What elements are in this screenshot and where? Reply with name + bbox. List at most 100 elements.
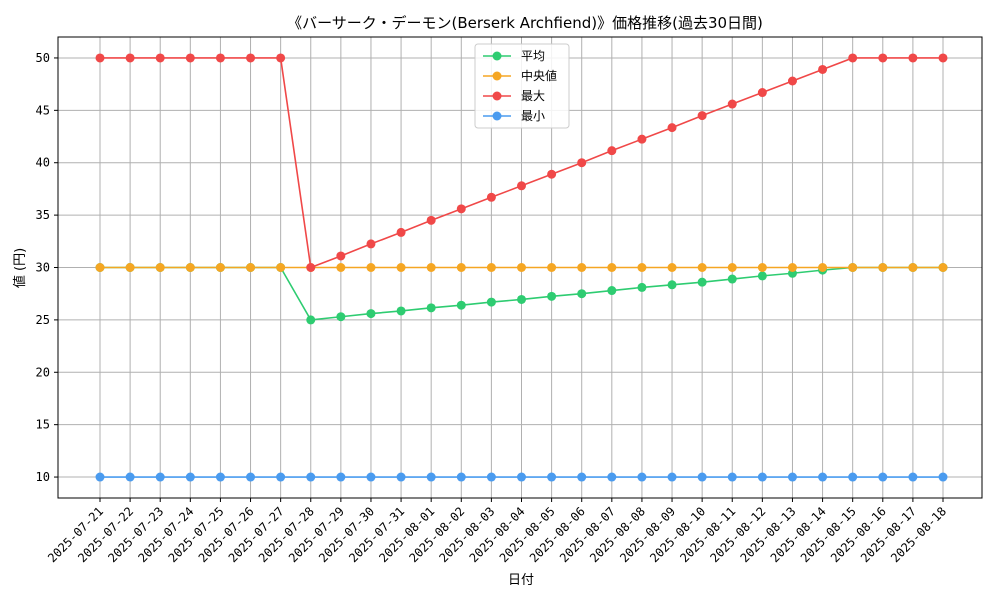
data-point <box>938 472 948 482</box>
data-point <box>125 53 135 63</box>
data-point <box>607 472 617 482</box>
data-point <box>547 263 557 272</box>
data-point <box>125 472 135 482</box>
data-point <box>878 472 888 482</box>
data-point <box>757 263 767 272</box>
data-point <box>667 472 677 482</box>
data-point <box>396 227 406 237</box>
y-tick-label: 15 <box>36 418 50 432</box>
chart-title: 《バーサーク・デーモン(Berserk Archfiend)》価格推移(過去30… <box>287 14 763 32</box>
data-point <box>336 312 346 322</box>
data-point <box>577 263 587 272</box>
y-axis-title: 値 (円) <box>12 248 28 288</box>
legend-marker <box>492 71 502 81</box>
data-point <box>637 134 647 144</box>
legend-item: 中央値 <box>483 68 557 83</box>
legend-label: 平均 <box>521 49 545 63</box>
data-point <box>637 472 647 482</box>
data-point <box>125 263 135 272</box>
x-axis-title: 日付 <box>508 573 534 588</box>
data-point <box>908 263 918 272</box>
data-point <box>426 472 436 482</box>
data-point <box>426 215 436 225</box>
data-point <box>697 263 707 272</box>
legend-item: 最小 <box>483 109 545 123</box>
series-group <box>95 53 948 482</box>
legend-item: 平均 <box>483 49 545 63</box>
y-tick-label: 45 <box>36 103 50 117</box>
data-point <box>456 300 466 310</box>
y-tick-label: 35 <box>36 208 50 222</box>
data-point <box>95 53 105 63</box>
data-point <box>456 263 466 272</box>
legend-label: 最小 <box>521 109 545 123</box>
data-point <box>215 263 225 272</box>
series-1 <box>95 263 948 272</box>
data-point <box>155 53 165 63</box>
data-point <box>517 472 526 482</box>
data-point <box>938 53 948 63</box>
data-point <box>486 472 496 482</box>
data-point <box>517 294 526 304</box>
data-point <box>818 263 828 272</box>
data-point <box>787 76 797 86</box>
data-point <box>637 282 647 292</box>
data-point <box>577 289 587 299</box>
data-point <box>547 169 557 179</box>
legend-marker <box>492 91 502 101</box>
data-point <box>396 306 406 316</box>
data-point <box>547 291 557 301</box>
series-3 <box>95 472 948 482</box>
data-point <box>517 181 526 191</box>
data-point <box>456 204 466 214</box>
data-point <box>787 263 797 272</box>
data-point <box>396 472 406 482</box>
data-point <box>306 472 316 482</box>
data-point <box>908 472 918 482</box>
data-point <box>637 263 647 272</box>
data-point <box>848 472 858 482</box>
data-point <box>577 472 587 482</box>
plot-frame <box>57 36 983 499</box>
data-point <box>727 263 737 272</box>
data-point <box>276 263 286 272</box>
legend-label: 最大 <box>521 89 545 103</box>
data-point <box>697 111 707 121</box>
data-point <box>95 472 105 482</box>
data-point <box>757 271 767 281</box>
data-point <box>547 472 557 482</box>
data-point <box>95 263 105 272</box>
data-point <box>246 53 256 63</box>
data-point <box>276 472 286 482</box>
data-point <box>878 53 888 63</box>
data-point <box>306 315 316 325</box>
data-point <box>185 263 195 272</box>
data-point <box>185 53 195 63</box>
data-point <box>848 53 858 63</box>
data-point <box>306 263 316 272</box>
data-point <box>486 297 496 307</box>
data-point <box>878 263 888 272</box>
legend-marker <box>492 51 502 61</box>
data-point <box>456 472 466 482</box>
data-point <box>697 472 707 482</box>
data-point <box>938 263 948 272</box>
data-point <box>215 472 225 482</box>
data-point <box>667 263 677 272</box>
data-point <box>366 309 376 319</box>
data-point <box>155 472 165 482</box>
data-point <box>727 472 737 482</box>
data-point <box>667 280 677 290</box>
data-point <box>607 286 617 296</box>
data-point <box>697 277 707 287</box>
data-point <box>276 53 286 63</box>
data-point <box>908 53 918 63</box>
data-point <box>486 192 496 202</box>
series-2 <box>95 53 948 272</box>
data-point <box>215 53 225 63</box>
data-point <box>246 263 256 272</box>
y-tick-label: 10 <box>36 470 50 484</box>
data-point <box>426 263 436 272</box>
